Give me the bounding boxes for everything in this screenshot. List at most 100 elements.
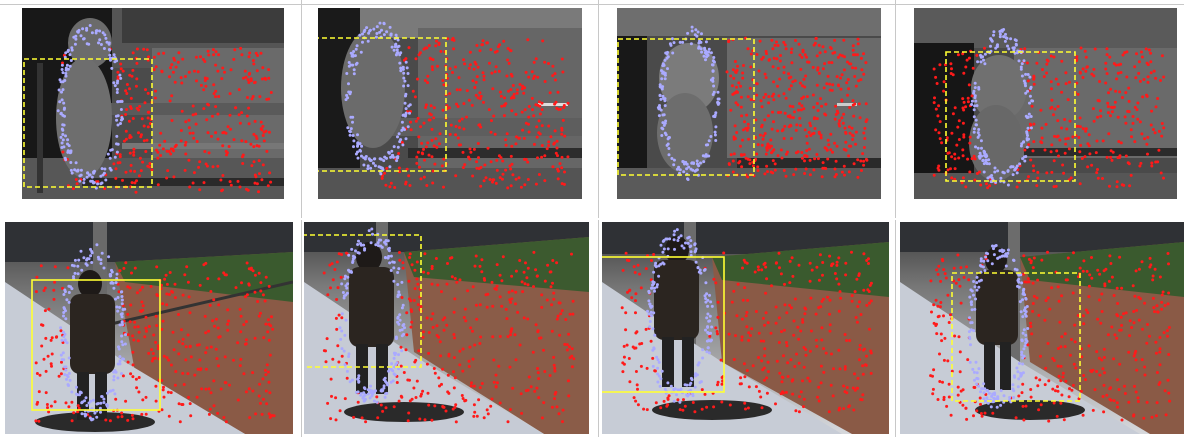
background-point	[172, 175, 176, 179]
background-point	[171, 330, 175, 334]
background-point	[743, 375, 747, 379]
person-point	[103, 167, 107, 171]
person-point	[116, 376, 120, 380]
person-point	[663, 77, 667, 81]
background-point	[213, 324, 216, 328]
background-point	[379, 403, 383, 407]
background-point	[262, 397, 265, 401]
person-point	[363, 28, 367, 32]
person-point	[982, 170, 986, 174]
background-point	[522, 270, 526, 274]
person-point	[402, 84, 406, 88]
background-point	[46, 354, 50, 358]
person-point	[90, 31, 94, 35]
background-point	[128, 73, 132, 77]
background-point	[218, 335, 222, 339]
background-point	[754, 385, 758, 389]
person-point	[689, 376, 693, 380]
background-point	[426, 141, 430, 145]
background-point	[142, 124, 146, 128]
background-point	[131, 117, 135, 120]
background-point	[762, 339, 766, 343]
background-point	[407, 411, 411, 415]
background-point	[224, 273, 228, 277]
background-point	[244, 338, 248, 342]
background-point	[766, 114, 770, 118]
background-point	[1105, 393, 1109, 397]
background-point	[950, 155, 954, 159]
background-point	[1048, 307, 1052, 311]
background-point	[200, 387, 204, 391]
background-point	[653, 369, 657, 373]
background-point	[634, 292, 638, 296]
background-point	[846, 60, 849, 64]
background-point	[746, 298, 750, 302]
background-point	[746, 126, 750, 130]
background-point	[937, 164, 941, 168]
person-point	[104, 36, 108, 40]
background-point	[1053, 107, 1057, 111]
background-point	[124, 399, 128, 403]
background-point	[533, 389, 537, 393]
person-point	[1024, 72, 1028, 76]
background-point	[542, 348, 545, 352]
person-point	[1014, 43, 1018, 47]
background-point	[1117, 388, 1121, 391]
background-point	[1024, 404, 1028, 408]
background-point	[158, 143, 162, 147]
background-point	[802, 77, 806, 81]
background-point	[1100, 358, 1104, 362]
background-point	[953, 157, 957, 161]
person-point	[343, 277, 347, 281]
background-point	[851, 66, 854, 70]
background-point	[1029, 388, 1033, 391]
background-point	[253, 336, 257, 340]
person-point	[354, 47, 358, 51]
background-point	[843, 173, 846, 177]
background-point	[1105, 155, 1109, 159]
background-point	[1067, 147, 1071, 151]
background-point	[740, 335, 744, 339]
background-point	[173, 282, 177, 286]
person-point	[685, 162, 689, 166]
background-point	[1065, 127, 1069, 131]
background-point	[430, 282, 434, 286]
background-point	[844, 131, 848, 135]
background-point	[782, 169, 786, 172]
background-point	[845, 339, 849, 342]
background-point	[755, 53, 759, 56]
background-point	[788, 303, 792, 307]
person-point	[116, 100, 120, 104]
background-point	[753, 270, 757, 274]
background-point	[836, 55, 840, 59]
background-point	[795, 123, 799, 127]
background-point	[473, 60, 477, 64]
background-point	[944, 276, 948, 280]
background-point	[857, 272, 861, 276]
background-point	[740, 338, 744, 342]
person-point	[1025, 145, 1029, 149]
background-point	[472, 414, 476, 418]
background-point	[1090, 370, 1094, 374]
background-point	[540, 305, 544, 309]
person-point	[986, 259, 990, 263]
person-point	[406, 72, 410, 75]
person-point	[663, 387, 667, 391]
background-point	[1167, 262, 1170, 266]
background-point	[1124, 121, 1128, 125]
background-point	[179, 76, 183, 80]
background-point	[1040, 136, 1044, 140]
person-point	[1006, 44, 1009, 48]
background-point	[137, 131, 140, 135]
background-point	[259, 289, 263, 293]
background-point	[1079, 143, 1083, 147]
person-point	[62, 123, 66, 127]
background-point	[1132, 354, 1136, 358]
person-point	[116, 123, 120, 127]
background-point	[490, 119, 493, 123]
background-point	[772, 80, 776, 84]
background-point	[380, 176, 384, 180]
background-point	[785, 341, 788, 344]
background-point	[422, 175, 426, 179]
person-point	[98, 38, 102, 42]
